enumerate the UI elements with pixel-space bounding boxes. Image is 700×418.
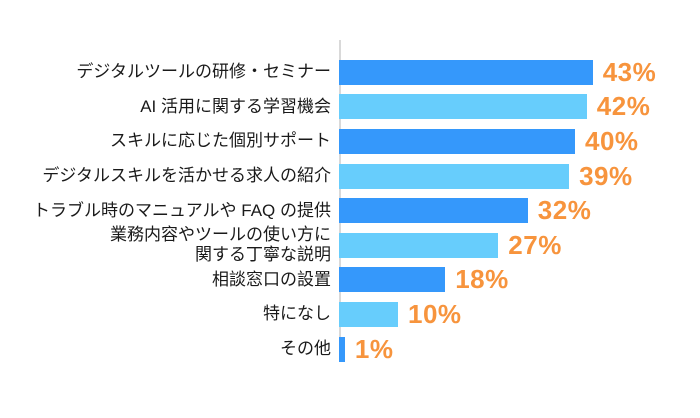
category-label: デジタルツールの研修・セミナー [76,62,331,82]
category-label: 特になし [263,304,331,324]
bar-track: 32% [339,193,700,228]
bar-rows-container: デジタルツールの研修・セミナー 43% AI 活用に関する学習機会 42% スキ… [0,55,700,366]
bar-track: 43% [339,55,700,90]
bar-track: 10% [339,297,700,332]
category-label: スキルに応じた個別サポート [110,131,331,151]
bar [339,128,575,154]
bar [339,163,570,189]
bar-row: デジタルスキルを活かせる求人の紹介 39% [0,159,700,194]
value-label: 40% [585,125,639,156]
category-label: デジタルスキルを活かせる求人の紹介 [42,166,331,186]
bar-row: トラブル時のマニュアルや FAQ の提供 32% [0,193,700,228]
bar [339,267,446,293]
value-label: 27% [508,229,562,260]
bar-track: 1% [339,332,700,367]
bar-row: 相談窓口の設置 18% [0,263,700,298]
bar-track: 18% [339,263,700,298]
category-label: トラブル時のマニュアルや FAQ の提供 [33,200,331,220]
category-label: 相談窓口の設置 [212,269,331,289]
bar-row: AI 活用に関する学習機会 42% [0,90,700,125]
bar [339,232,499,258]
bar-track: 39% [339,159,700,194]
value-label: 42% [596,91,651,122]
bar-row: デジタルツールの研修・セミナー 43% [0,55,700,90]
bar-row: 特になし 10% [0,297,700,332]
value-label: 43% [602,56,657,87]
value-label: 1% [354,333,394,364]
bar-track: 40% [339,124,700,159]
bar [339,198,528,224]
category-label: その他 [280,339,331,359]
bar [339,336,345,362]
bar-row: その他 1% [0,332,700,367]
bar-row: スキルに応じた個別サポート 40% [0,124,700,159]
bar [339,94,587,120]
category-label: AI 活用に関する学習機会 [140,96,331,116]
value-label: 32% [537,195,592,226]
bar-row: 業務内容やツールの使い方に 関する丁寧な説明 27% [0,225,700,265]
bar-track: 42% [339,90,700,125]
bar [339,59,593,85]
category-label: 業務内容やツールの使い方に 関する丁寧な説明 [110,225,331,265]
value-label: 39% [579,160,633,191]
value-label: 18% [455,264,509,295]
bar-track: 27% [339,228,700,263]
value-label: 10% [408,298,462,329]
bar [339,301,398,327]
